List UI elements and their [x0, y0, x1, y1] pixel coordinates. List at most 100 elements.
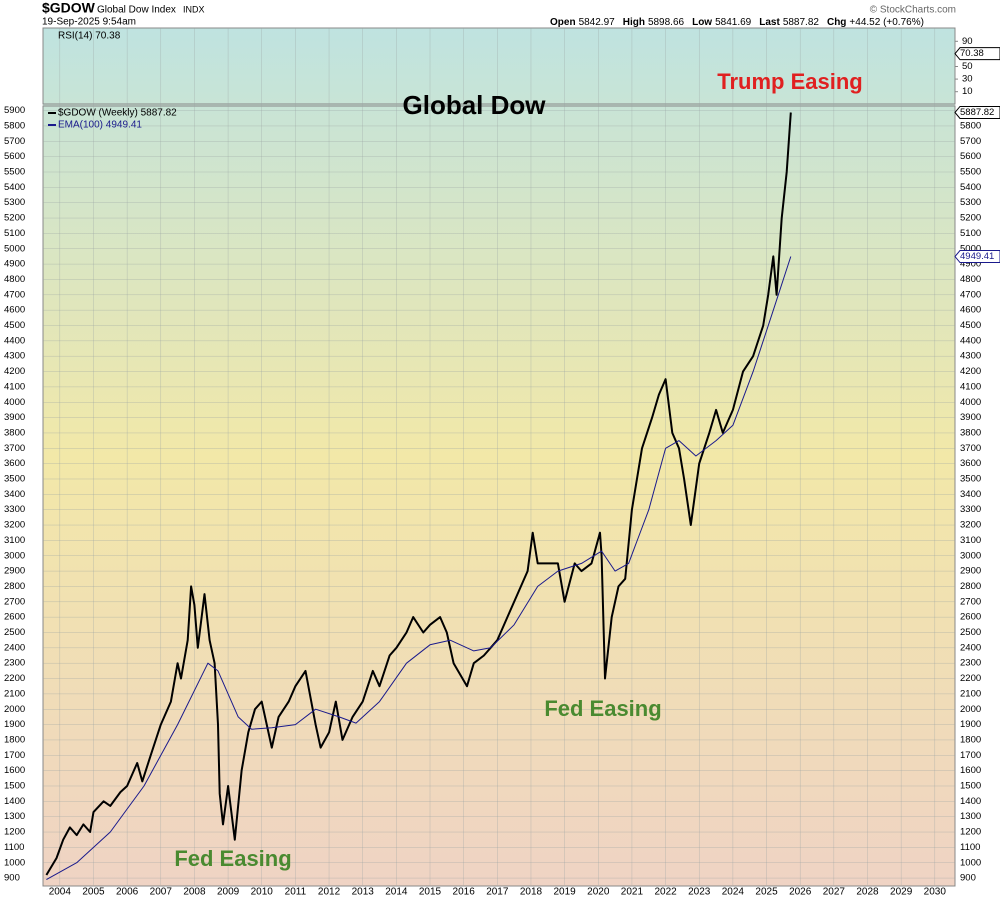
- y-tick-label: 4800: [960, 274, 981, 285]
- y-tick-label: 1600: [4, 765, 25, 776]
- x-tick-label: 2006: [116, 887, 139, 898]
- y-tick-label: 2100: [4, 688, 25, 699]
- x-tick-label: 2008: [183, 887, 206, 898]
- y-tick-label: 3500: [960, 474, 981, 485]
- x-tick-label: 2014: [385, 887, 408, 898]
- y-tick-label: 5900: [4, 105, 25, 116]
- y-tick-label: 5600: [4, 151, 25, 162]
- y-tick-label: 2000: [4, 704, 25, 715]
- y-tick-label: 4000: [960, 397, 981, 408]
- y-tick-label: 2400: [4, 642, 25, 653]
- date: 19-Sep-2025 9:54am: [42, 17, 136, 28]
- y-tick-label: 1300: [960, 811, 981, 822]
- y-tick-label: 1900: [960, 719, 981, 730]
- x-tick-label: 2019: [553, 887, 576, 898]
- y-tick-label: 4300: [4, 351, 25, 362]
- x-tick-label: 2028: [856, 887, 879, 898]
- quote: Open 5842.97 High 5898.66 Low 5841.69 Last 5887…: [550, 17, 924, 28]
- y-tick-label: 3700: [4, 443, 25, 454]
- symbol: $GDOW: [42, 0, 96, 16]
- y-tick-label: 5000: [4, 243, 25, 254]
- y-tick-label: 1600: [960, 765, 981, 776]
- y-tick-label: 2500: [4, 627, 25, 638]
- y-tick-label: 3200: [960, 520, 981, 531]
- y-tick-label: 5500: [960, 167, 981, 178]
- y-tick-label: 2600: [960, 612, 981, 623]
- y-tick-label: 4300: [960, 351, 981, 362]
- x-tick-label: 2005: [82, 887, 105, 898]
- x-tick-label: 2023: [688, 887, 711, 898]
- y-tick-label: 5000: [960, 243, 981, 254]
- y-tick-label: 1100: [4, 842, 24, 853]
- y-tick-label: 3200: [4, 520, 25, 531]
- price-panel: [42, 105, 956, 887]
- value-tag: [954, 250, 1000, 264]
- y-tick-label: 900: [4, 873, 20, 884]
- y-tick-label: 1400: [960, 796, 981, 807]
- quote-label: Low: [692, 17, 712, 28]
- y-tick-label: 3100: [4, 535, 25, 546]
- y-tick-label: 1700: [4, 750, 25, 761]
- credit: © StockCharts.com: [870, 5, 956, 16]
- value-tag: [954, 47, 1000, 61]
- x-tick-label: 2015: [419, 887, 442, 898]
- y-tick-label: 5100: [4, 228, 25, 239]
- x-tick-label: 2007: [150, 887, 173, 898]
- y-tick-label: 4700: [960, 289, 981, 300]
- y-tick-label: 1200: [960, 827, 981, 838]
- y-tick-label: 3100: [960, 535, 981, 546]
- y-tick-label: 2400: [960, 642, 981, 653]
- y-tick-label: 4400: [4, 335, 25, 346]
- y-tick-label: 5600: [960, 151, 981, 162]
- x-tick-label: 2011: [285, 887, 307, 898]
- y-tick-label: 4200: [4, 366, 25, 377]
- y-tick-label: 3900: [4, 412, 25, 423]
- y-tick-label: 1300: [4, 811, 25, 822]
- y-tick-label: 5200: [4, 213, 25, 224]
- rsi-tick-label: 30: [962, 74, 973, 85]
- y-tick-label: 2800: [4, 581, 25, 592]
- y-tick-label: 2100: [960, 688, 981, 699]
- y-tick-label: 1000: [960, 857, 981, 868]
- rsi-tick-label: 10: [962, 86, 973, 97]
- y-tick-label: 5300: [960, 197, 981, 208]
- y-tick-label: 2300: [4, 658, 25, 669]
- quote-value: 5887.82: [783, 17, 820, 28]
- y-tick-label: 4000: [4, 397, 25, 408]
- x-tick-label: 2018: [520, 887, 543, 898]
- y-tick-label: 4900: [960, 259, 981, 270]
- y-tick-label: 3800: [960, 427, 981, 438]
- y-tick-label: 2200: [4, 673, 25, 684]
- quote-value: +44.52 (+0.76%): [849, 17, 924, 28]
- x-tick-label: 2010: [251, 887, 274, 898]
- rsi-tick-label: 90: [962, 36, 973, 47]
- y-tick-label: 5400: [4, 182, 25, 193]
- y-tick-label: 3900: [960, 412, 981, 423]
- exchange: INDX: [183, 4, 205, 14]
- y-tick-label: 1800: [960, 734, 981, 745]
- rsi-legend: RSI(14) 70.38: [58, 31, 121, 42]
- value-tag: [954, 105, 1000, 119]
- y-tick-label: 5700: [960, 136, 981, 147]
- y-tick-label: 1500: [4, 781, 25, 792]
- plot-background: [43, 28, 955, 886]
- y-tick-label: 4800: [4, 274, 25, 285]
- y-tick-label: 3800: [4, 427, 25, 438]
- y-tick-label: 2800: [960, 581, 981, 592]
- y-tick-label: 3400: [4, 489, 25, 500]
- y-tick-label: 4100: [4, 381, 25, 392]
- y-tick-label: 4900: [4, 259, 25, 270]
- quote-label: Chg: [827, 17, 846, 28]
- y-tick-label: 3300: [4, 504, 25, 515]
- y-tick-label: 5800: [960, 120, 981, 131]
- x-tick-label: 2024: [722, 887, 745, 898]
- y-tick-label: 2000: [960, 704, 981, 715]
- y-tick-label: 1400: [4, 796, 25, 807]
- x-tick-label: 2013: [352, 887, 375, 898]
- y-tick-label: 2300: [960, 658, 981, 669]
- y-tick-label: 3300: [960, 504, 981, 515]
- y-tick-label: 4500: [4, 320, 25, 331]
- x-tick-label: 2009: [217, 887, 240, 898]
- y-tick-label: 4600: [960, 305, 981, 316]
